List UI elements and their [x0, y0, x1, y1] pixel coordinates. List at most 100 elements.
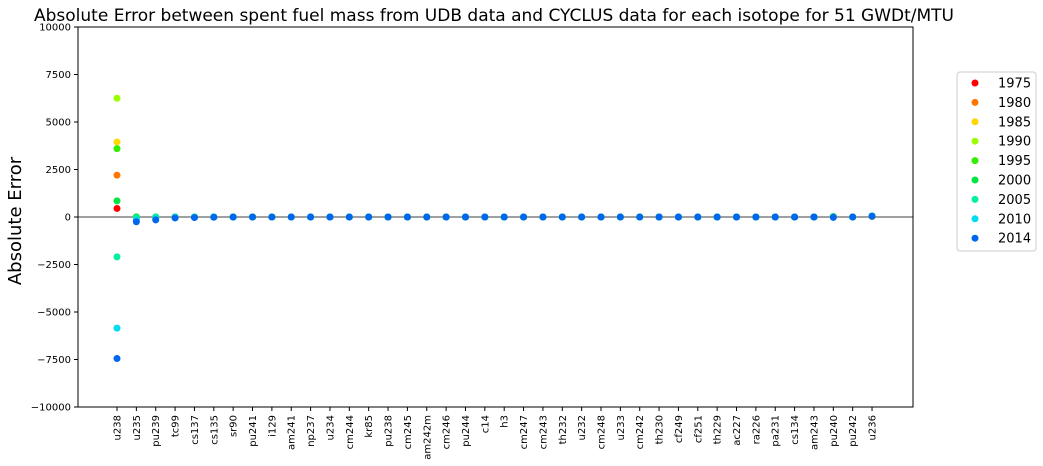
data-point	[713, 213, 721, 221]
x-tick-label: cf249	[674, 415, 685, 443]
legend-label: 1975	[998, 77, 1031, 92]
data-point	[636, 213, 644, 221]
data-point	[558, 213, 566, 221]
legend-marker	[971, 137, 979, 145]
x-tick-label: cs137	[190, 415, 201, 445]
x-tick-label: pu240	[829, 415, 840, 447]
y-tick-label: −5000	[37, 308, 71, 319]
data-point	[403, 213, 411, 221]
x-tick-label: kr85	[364, 415, 375, 438]
legend-marker	[971, 195, 979, 203]
data-point	[423, 213, 431, 221]
data-point	[752, 213, 760, 221]
chart-title: Absolute Error between spent fuel mass f…	[34, 6, 954, 26]
legend-marker	[971, 157, 979, 165]
x-tick-label: cm243	[538, 415, 549, 449]
x-tick-label: h3	[500, 415, 511, 428]
data-point	[829, 213, 837, 221]
x-tick-label: pu241	[248, 415, 259, 447]
y-axis-ticks: −10000 −7500 −5000 −2500 0 2500 5000 7500 10000	[31, 23, 78, 414]
x-tick-label: cs134	[790, 415, 801, 445]
data-point	[113, 355, 121, 363]
x-tick-label: sr90	[229, 415, 240, 437]
data-point	[307, 213, 315, 221]
x-tick-label: c14	[480, 415, 491, 433]
data-point	[578, 213, 586, 221]
x-tick-label: am243	[809, 415, 820, 450]
x-axis-ticks: u238 u235 pu239 tc99 cs137 cs135 sr90 pu241 i129…	[113, 407, 879, 460]
x-tick-label: np237	[306, 415, 317, 447]
legend-label: 2005	[998, 193, 1031, 208]
data-point	[616, 213, 624, 221]
x-tick-label: cm242	[635, 415, 646, 449]
data-point	[249, 213, 257, 221]
y-tick-label: −2500	[37, 260, 71, 271]
x-tick-label: pu244	[461, 415, 472, 447]
data-point	[655, 213, 663, 221]
legend-frame	[956, 71, 1037, 252]
data-point	[132, 218, 140, 226]
data-point	[171, 214, 179, 222]
data-point	[113, 171, 121, 179]
x-tick-label: ra226	[751, 415, 762, 444]
data-point	[849, 213, 857, 221]
data-point	[229, 213, 237, 221]
data-point	[597, 213, 605, 221]
data-point	[365, 213, 373, 221]
x-tick-label: cm248	[597, 415, 608, 449]
x-tick-label: i129	[267, 415, 278, 437]
x-tick-label: cf251	[693, 415, 704, 443]
data-point	[520, 213, 528, 221]
x-tick-label: pu242	[848, 415, 859, 447]
x-tick-label: tc99	[171, 415, 182, 437]
x-tick-label: u232	[577, 415, 588, 440]
legend-marker	[971, 79, 979, 87]
legend-marker	[971, 98, 979, 106]
x-tick-label: th229	[713, 415, 724, 444]
y-tick-label: 5000	[46, 118, 71, 129]
data-point	[113, 204, 121, 212]
data-point	[461, 213, 469, 221]
data-point	[791, 213, 799, 221]
legend-label: 2014	[998, 232, 1031, 247]
data-point	[113, 253, 121, 261]
data-point	[442, 213, 450, 221]
x-tick-label: u238	[113, 415, 124, 440]
x-tick-label: u236	[868, 415, 879, 440]
legend-items: 1975 1980 1985 1990 1995 2000 2005 2010 2014	[971, 77, 1031, 247]
legend-label: 2000	[998, 174, 1031, 189]
x-tick-label: ac227	[732, 415, 743, 446]
x-tick-label: am241	[287, 415, 298, 450]
legend-marker	[971, 176, 979, 184]
data-point	[113, 324, 121, 332]
x-tick-label: cm247	[519, 415, 530, 449]
data-point	[190, 214, 198, 222]
legend-label: 1990	[998, 135, 1031, 150]
data-point	[771, 213, 779, 221]
legend-label: 1980	[998, 96, 1031, 111]
y-tick-label: 7500	[46, 70, 71, 81]
data-point	[152, 216, 160, 224]
data-point	[674, 213, 682, 221]
data-point	[810, 213, 818, 221]
data-point	[113, 138, 121, 146]
x-tick-label: u234	[325, 415, 336, 440]
data-point	[500, 213, 508, 221]
y-axis-label: Absolute Error	[5, 156, 26, 285]
legend: 1975 1980 1985 1990 1995 2000 2005 2010 2014	[956, 71, 1037, 252]
y-tick-label: 2500	[46, 165, 71, 176]
legend-marker	[971, 215, 979, 223]
data-point	[733, 213, 741, 221]
data-point	[113, 197, 121, 205]
y-tick-label: 0	[65, 213, 71, 224]
data-point	[268, 213, 276, 221]
x-tick-label: cm244	[345, 415, 356, 449]
x-tick-label: th232	[558, 415, 569, 444]
legend-marker	[971, 118, 979, 126]
data-point	[326, 213, 334, 221]
legend-label: 2010	[998, 212, 1031, 227]
data-point	[113, 94, 121, 102]
x-tick-label: pu238	[384, 415, 395, 447]
data-point	[384, 213, 392, 221]
